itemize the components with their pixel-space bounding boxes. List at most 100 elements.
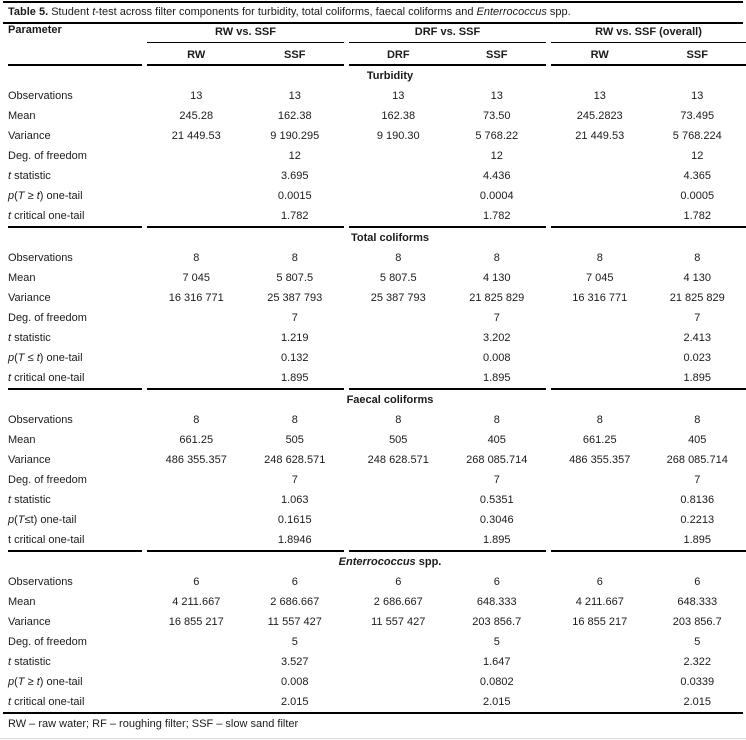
value-cell: 2 686.667: [270, 596, 320, 608]
value-cell: 4 130: [683, 272, 712, 284]
value-group: 1.8946: [147, 534, 344, 546]
value-cell: 8: [395, 252, 402, 264]
value-group: 7: [349, 312, 546, 324]
table-row: Variance 486 355.357 248 628.571 248 628.57…: [0, 450, 746, 470]
value-cell: 5: [493, 636, 500, 648]
value-group: 162.38 73.50: [349, 110, 546, 122]
value-cell: 1.895: [482, 372, 511, 384]
row-label: Deg. of freedom: [8, 474, 87, 486]
value-group: 0.8136: [551, 494, 746, 506]
value-group: 1.895: [147, 372, 344, 384]
value-cell: 0.0015: [277, 190, 312, 202]
value-cell: 661.25: [582, 434, 617, 446]
header-group-row: Parameter RW vs. SSF DRF vs. SSF RW vs. …: [0, 24, 746, 45]
table-row: t critical one-tail 1.895 1.895 1.895: [0, 368, 746, 388]
value-group: 486 355.357 268 085.714: [551, 454, 746, 466]
header-subgroup-2: DRF SSF: [349, 49, 546, 61]
value-cell: 8: [694, 414, 701, 426]
row-label: t critical one-tail: [8, 534, 85, 546]
value-cell: 73.495: [680, 110, 715, 122]
value-cell: 8: [493, 414, 500, 426]
value-group: 2 686.667 648.333: [349, 596, 546, 608]
value-cell: 21 449.53: [575, 130, 625, 142]
table-row: Observations 8 8 8 8 8 8: [0, 248, 746, 268]
value-cell: 4 211.667: [575, 596, 624, 608]
value-cell: 1.782: [280, 210, 309, 222]
value-cell: [147, 656, 246, 668]
value-cell: 4.436: [482, 170, 511, 182]
value-group: 0.0005: [551, 190, 746, 202]
value-group: 0.0004: [349, 190, 546, 202]
table-row: t statistic 3.695 4.436 4.365: [0, 166, 746, 186]
value-group: 2.322: [551, 656, 746, 668]
header-col-ssf-1: SSF: [284, 48, 306, 61]
value-cell: [551, 372, 649, 384]
header-col-rw-1: RW: [187, 48, 206, 61]
row-label: Mean: [8, 434, 36, 446]
value-cell: 1.895: [683, 534, 712, 546]
table-caption: Table 5. Student t-test across filter co…: [0, 3, 746, 22]
value-cell: [349, 474, 448, 486]
header-subgroup-1: RW SSF: [147, 49, 344, 61]
value-cell: 1.219: [280, 332, 309, 344]
value-cell: 648.333: [476, 596, 517, 608]
value-cell: 16 316 771: [168, 292, 224, 304]
row-label: Deg. of freedom: [8, 150, 87, 162]
value-group: 13 13: [551, 90, 746, 102]
value-group: 16 316 771 21 825 829: [551, 292, 746, 304]
value-cell: [147, 170, 246, 182]
table-row: Observations 6 6 6 6 6 6: [0, 572, 746, 592]
value-cell: [551, 636, 649, 648]
value-cell: 405: [688, 434, 707, 446]
value-cell: 1.895: [683, 372, 712, 384]
caption-rule: [3, 22, 743, 24]
value-cell: 0.0339: [680, 676, 715, 688]
row-label: t critical one-tail: [8, 372, 85, 384]
value-group: 1.895: [349, 372, 546, 384]
row-label: Deg. of freedom: [8, 312, 87, 324]
value-group: 2.015: [349, 696, 546, 708]
value-cell: 405: [487, 434, 506, 446]
value-group: 245.28 162.38: [147, 110, 344, 122]
value-cell: 13: [490, 90, 503, 102]
value-cell: 1.8946: [277, 534, 312, 546]
value-cell: 162.38: [381, 110, 416, 122]
value-cell: 245.2823: [576, 110, 623, 122]
value-group: 0.023: [551, 352, 746, 364]
header-group-rw-vs-ssf-overall: RW vs. SSF (overall): [551, 24, 746, 43]
row-label: p(T ≤ t) one-tail: [8, 352, 83, 364]
value-group: 245.2823 73.495: [551, 110, 746, 122]
value-cell: 16 855 217: [572, 616, 628, 628]
value-cell: 2 686.667: [373, 596, 423, 608]
row-label: Mean: [8, 272, 36, 284]
value-cell: [349, 676, 448, 688]
value-cell: 9 190.295: [270, 130, 320, 142]
value-cell: [349, 534, 448, 546]
value-cell: [349, 514, 448, 526]
value-group: 7: [349, 474, 546, 486]
value-cell: 1.782: [482, 210, 511, 222]
value-cell: 6: [493, 576, 500, 588]
table-row: Mean 7 045 5 807.5 5 807.5 4 130 7 045 4 130: [0, 268, 746, 288]
value-group: 1.782: [551, 210, 746, 222]
value-cell: [147, 636, 246, 648]
value-cell: 0.8136: [680, 494, 715, 506]
value-cell: 248 628.571: [367, 454, 429, 466]
header-col-ssf-3: SSF: [686, 48, 708, 61]
value-cell: 1.895: [280, 372, 309, 384]
value-group: 0.132: [147, 352, 344, 364]
value-cell: 13: [392, 90, 405, 102]
value-cell: 13: [593, 90, 606, 102]
value-group: 661.25 405: [551, 434, 746, 446]
value-group: 0.5351: [349, 494, 546, 506]
value-group: 248 628.571 268 085.714: [349, 454, 546, 466]
value-group: 7 045 4 130: [551, 272, 746, 284]
value-cell: 13: [691, 90, 704, 102]
value-cell: 248 628.571: [264, 454, 326, 466]
table-row: p(T ≥ t) one-tail 0.008 0.0802 0.0339: [0, 672, 746, 692]
